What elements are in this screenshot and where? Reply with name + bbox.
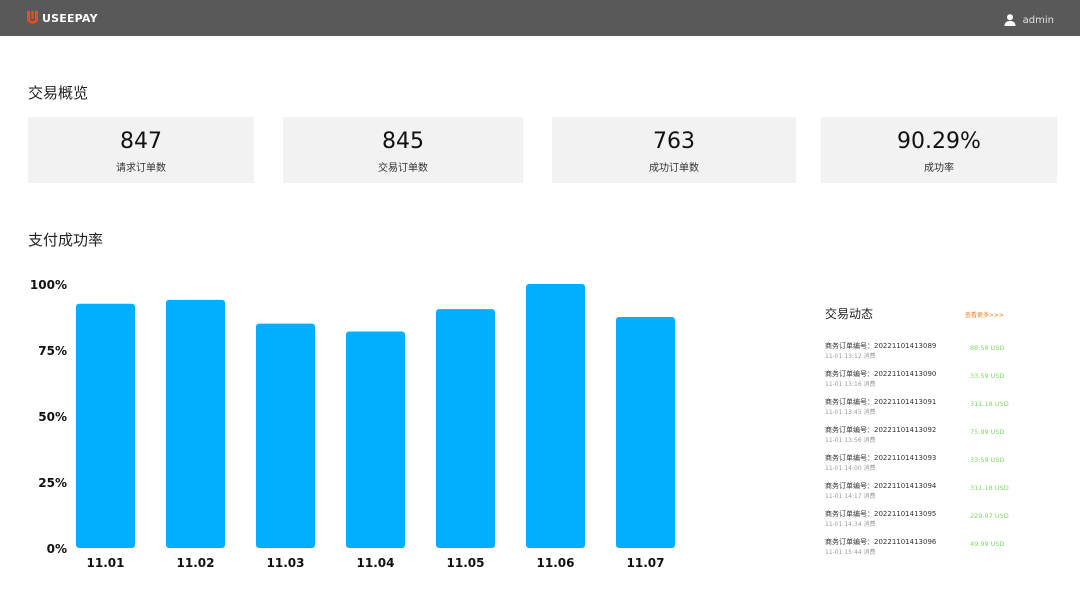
feed-amount: 33.59 USD [970, 456, 1005, 464]
bar-11.05[interactable] [436, 309, 495, 548]
stat-card-transaction-orders: 845 交易订单数 [283, 117, 523, 183]
user-icon [1004, 11, 1016, 30]
stat-card-success-rate: 90.29% 成功率 [821, 117, 1057, 183]
view-more-link[interactable]: 查看更多>>> [965, 312, 1005, 319]
user-menu[interactable]: admin [1004, 11, 1054, 30]
x-tick-label: 11.06 [537, 556, 575, 570]
top-bar: USEEPAY admin [0, 0, 1080, 36]
feed-time: 11-01 14:34 消费 [825, 521, 876, 528]
stat-label: 交易订单数 [378, 163, 428, 174]
feed-order-number: 商务订单编号：20221101413090 [825, 370, 937, 378]
feed-order-number: 商务订单编号：20221101413094 [825, 482, 937, 490]
feed-time: 11-01 13:12 消费 [825, 353, 876, 360]
feed-item[interactable]: 商务订单编号：20221101413094 11-01 14:17 消费 311… [825, 481, 1025, 505]
stat-label: 请求订单数 [116, 163, 166, 174]
y-tick-label: 75% [38, 344, 67, 358]
feed-title: 交易动态 [825, 307, 874, 321]
y-tick-label: 0% [47, 542, 67, 556]
feed-order-number: 商务订单编号：20221101413091 [825, 398, 937, 406]
feed-item[interactable]: 商务订单编号：20221101413089 11-01 13:12 消费 88.… [825, 341, 1025, 365]
feed-order-number: 商务订单编号：20221101413096 [825, 538, 937, 546]
feed-order-number: 商务订单编号：20221101413089 [825, 342, 937, 350]
feed-amount: 49.99 USD [970, 540, 1005, 548]
stat-value: 847 [120, 129, 162, 154]
feed-amount: 33.59 USD [970, 372, 1005, 380]
feed-amount: 88.58 USD [970, 344, 1005, 352]
stat-value: 90.29% [897, 129, 981, 154]
stat-card-requested-orders: 847 请求订单数 [28, 117, 254, 183]
bar-11.02[interactable] [166, 299, 225, 548]
feed-amount: 229.97 USD [970, 512, 1009, 520]
feed-time: 11-01 13:56 消费 [825, 437, 876, 444]
x-tick-label: 11.03 [267, 556, 305, 570]
feed-amount: 75.99 USD [970, 428, 1005, 436]
feed-time: 11-01 13:16 消费 [825, 381, 876, 388]
bar-11.07[interactable] [616, 317, 675, 548]
stat-value: 763 [653, 129, 695, 154]
feed-item[interactable]: 商务订单编号：20221101413093 11-01 14:00 消费 33.… [825, 453, 1025, 477]
feed-order-number: 商务订单编号：20221101413093 [825, 454, 937, 462]
feed-item[interactable]: 商务订单编号：20221101413091 11-01 13:45 消费 311… [825, 397, 1025, 421]
x-tick-label: 11.04 [357, 556, 395, 570]
y-tick-label: 50% [38, 410, 67, 424]
feed-amount: 311.18 USD [970, 484, 1009, 492]
y-tick-label: 100% [30, 278, 67, 292]
success-rate-bar-chart: 0% 25% 50% 75% 100% 11.01 11.02 11.03 11.04 11.0… [30, 278, 675, 570]
feed-time: 11-01 14:17 消费 [825, 493, 876, 500]
stat-label: 成功率 [924, 163, 954, 174]
feed-order-number: 商务订单编号：20221101413095 [825, 510, 937, 518]
feed-amount: 311.18 USD [970, 400, 1009, 408]
bar-11.04[interactable] [346, 331, 405, 548]
stat-label: 成功订单数 [649, 163, 699, 174]
x-tick-label: 11.01 [87, 556, 125, 570]
feed-item[interactable]: 商务订单编号：20221101413095 11-01 14:34 消费 229… [825, 509, 1025, 533]
x-tick-label: 11.07 [627, 556, 665, 570]
feed-time: 11-01 14:00 消费 [825, 465, 876, 472]
stat-value: 845 [382, 129, 424, 154]
user-name: admin [1022, 15, 1054, 26]
bar-11.03[interactable] [256, 323, 315, 548]
x-tick-label: 11.05 [447, 556, 485, 570]
feed-time: 11-01 13:45 消费 [825, 409, 876, 416]
feed-time: 11-01 15:44 消费 [825, 549, 876, 556]
feed-item[interactable]: 商务订单编号：20221101413090 11-01 13:16 消费 33.… [825, 369, 1025, 393]
bar-11.06[interactable] [526, 284, 585, 548]
overview-title: 交易概览 [28, 84, 89, 102]
feed-item[interactable]: 商务订单编号：20221101413092 11-01 13:56 消费 75.… [825, 425, 1025, 449]
stat-card-successful-orders: 763 成功订单数 [552, 117, 796, 183]
feed-order-number: 商务订单编号：20221101413092 [825, 426, 937, 434]
brand-name: USEEPAY [42, 11, 98, 25]
x-tick-label: 11.02 [177, 556, 215, 570]
useepay-logo-icon [26, 10, 39, 26]
success-rate-title: 支付成功率 [28, 231, 104, 249]
brand-logo[interactable]: USEEPAY [26, 10, 98, 26]
bar-11.01[interactable] [76, 303, 135, 548]
feed-item[interactable]: 商务订单编号：20221101413096 11-01 15:44 消费 49.… [825, 537, 1025, 561]
y-tick-label: 25% [38, 476, 67, 490]
